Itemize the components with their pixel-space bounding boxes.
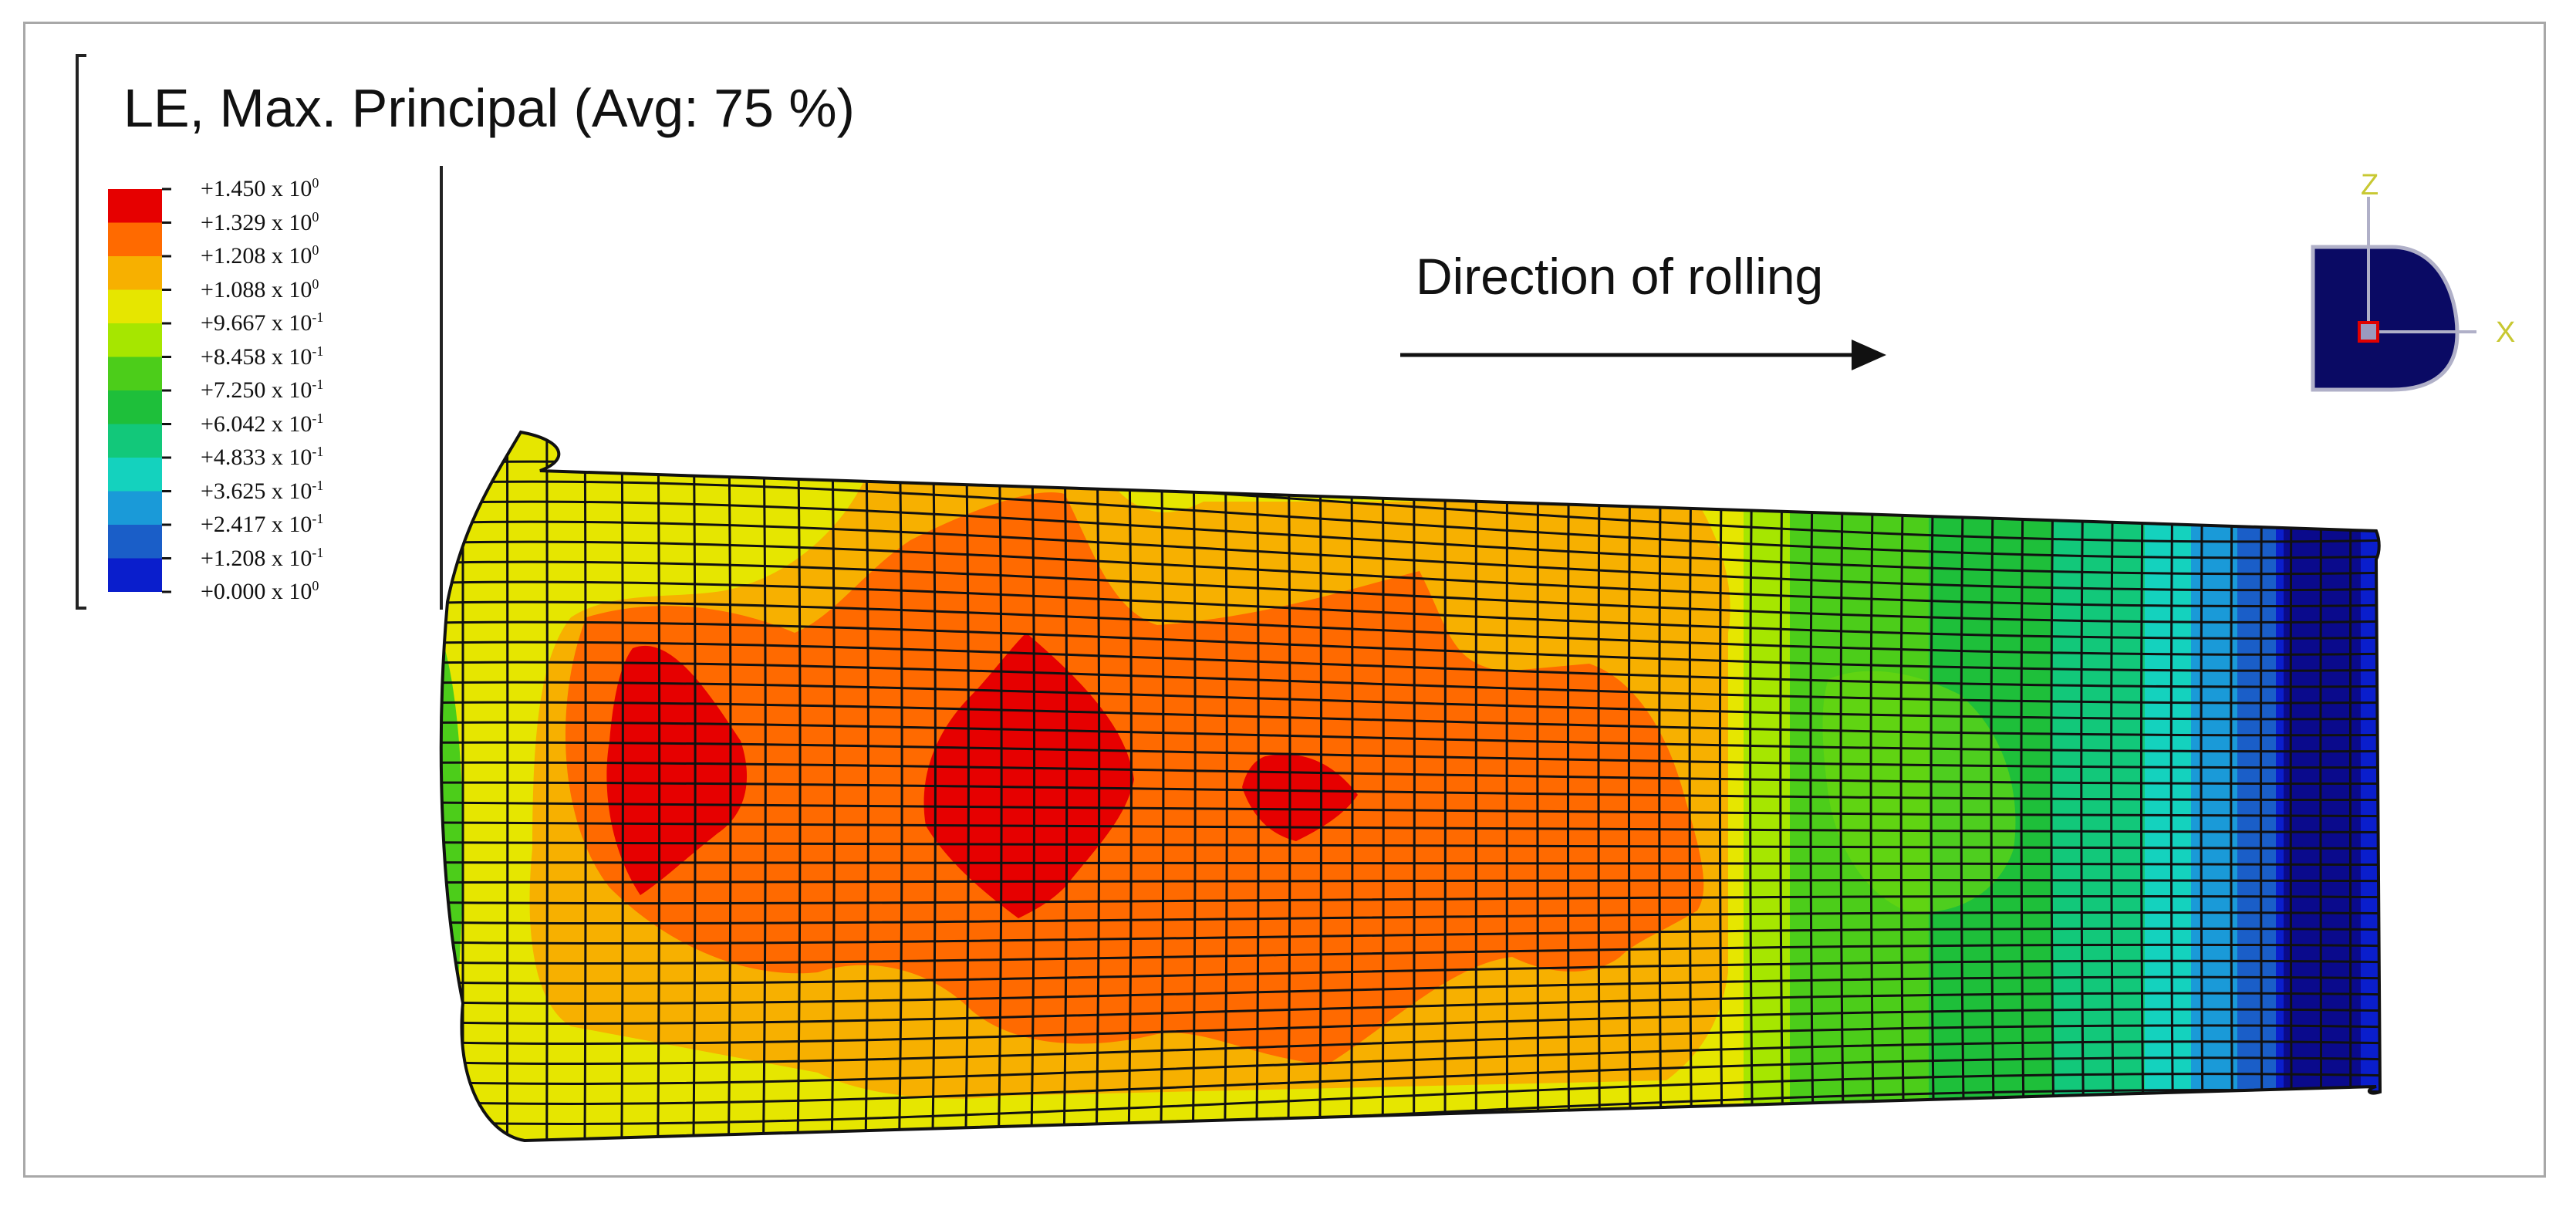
legend-swatch <box>108 222 162 256</box>
legend-level-label: +4.833 x 10-1 <box>201 444 324 470</box>
triad-origin <box>2358 321 2379 343</box>
mesh-line <box>441 600 2381 656</box>
legend-swatch <box>108 525 162 559</box>
mesh-line <box>441 841 2381 850</box>
legend-swatch <box>108 558 162 592</box>
legend-level-label: +0.000 x 100 <box>201 578 319 604</box>
legend-level-label: +1.208 x 100 <box>201 242 319 269</box>
figure-frame <box>23 22 2546 1178</box>
mesh-line <box>441 681 2381 721</box>
legend-swatch <box>108 390 162 424</box>
mesh-line <box>1127 432 1133 1141</box>
legend-level-label: +1.450 x 100 <box>201 175 319 201</box>
legend-bracket <box>76 54 86 610</box>
mesh-line <box>796 432 802 1141</box>
mesh-line <box>830 432 836 1141</box>
mesh-line <box>657 432 661 1141</box>
mesh-line <box>441 540 2381 608</box>
mesh-line <box>1030 432 1036 1141</box>
mesh-line <box>441 1008 2381 1046</box>
direction-arrow <box>1400 340 1886 370</box>
mesh-line <box>1062 432 1069 1141</box>
mesh-line <box>930 432 937 1141</box>
mesh-line <box>441 943 2381 965</box>
mesh-line <box>441 580 2381 640</box>
mesh-line <box>441 894 2381 905</box>
legend-swatch <box>108 189 162 223</box>
mesh-line <box>864 432 869 1141</box>
mesh-line <box>1597 432 1602 1141</box>
legend-color-bar <box>108 188 171 593</box>
mesh-line <box>761 432 767 1141</box>
mesh-line <box>441 701 2381 737</box>
legend-level-label: +1.208 x 10-1 <box>201 544 324 571</box>
legend-level-label: +8.458 x 10-1 <box>201 343 324 370</box>
mesh-line <box>441 520 2381 592</box>
legend-divider <box>440 166 443 610</box>
legend-swatch <box>108 424 162 458</box>
mesh-line <box>441 821 2381 834</box>
mesh-line <box>441 721 2381 753</box>
mesh-line <box>441 480 2381 559</box>
mesh-line <box>441 992 2381 1026</box>
legend-swatch <box>108 357 162 390</box>
mesh-line <box>441 1073 2381 1126</box>
mesh-line <box>964 432 970 1141</box>
strip-outline <box>439 430 2382 1143</box>
mesh-line <box>583 432 587 1141</box>
mesh-line <box>441 741 2381 769</box>
mesh-line <box>1159 432 1165 1141</box>
mesh-line <box>441 661 2381 705</box>
mesh-line <box>441 1024 2381 1066</box>
mesh-line <box>441 761 2381 786</box>
mesh-line <box>441 959 2381 985</box>
triad-x-label: X <box>2496 316 2515 349</box>
mesh-line <box>1095 432 1101 1141</box>
mesh-line <box>441 861 2381 867</box>
mesh-line <box>441 640 2381 688</box>
mesh-line <box>441 560 2381 624</box>
legend-level-label: +2.417 x 10-1 <box>201 511 324 537</box>
mesh-line <box>441 1040 2381 1086</box>
mesh-line <box>441 801 2381 817</box>
legend-title: LE, Max. Principal (Avg: 75 %) <box>123 78 855 138</box>
legend-swatch <box>108 256 162 290</box>
mesh-line <box>692 432 697 1141</box>
mesh-line <box>441 975 2381 1005</box>
legend-swatch <box>108 289 162 323</box>
mesh-line <box>441 500 2381 576</box>
orientation-triad: Z X <box>2311 169 2515 392</box>
legend-level-label: +1.088 x 100 <box>201 275 319 302</box>
mesh-line <box>441 781 2381 802</box>
legend-level-label: +9.667 x 10-1 <box>201 309 324 336</box>
strain-contour-body <box>441 432 2381 1141</box>
direction-of-rolling-label: Direction of rolling <box>1416 248 1824 305</box>
triad-z-label: Z <box>2361 169 2378 201</box>
mesh-line <box>727 432 732 1141</box>
legend-swatch <box>108 458 162 492</box>
legend-swatch <box>108 491 162 525</box>
mesh-line <box>441 1056 2381 1106</box>
mesh-line <box>897 432 903 1141</box>
legend-level-label: +1.329 x 100 <box>201 208 319 235</box>
mesh-line <box>620 432 624 1141</box>
mesh-line <box>441 911 2381 925</box>
legend-level-label: +7.250 x 10-1 <box>201 377 324 403</box>
mesh-line <box>545 432 549 1141</box>
legend-level-label: +3.625 x 10-1 <box>201 477 324 504</box>
mesh-line <box>441 927 2381 945</box>
legend-level-label: +6.042 x 10-1 <box>201 410 324 437</box>
mesh-line <box>441 620 2381 672</box>
legend-swatch <box>108 323 162 357</box>
